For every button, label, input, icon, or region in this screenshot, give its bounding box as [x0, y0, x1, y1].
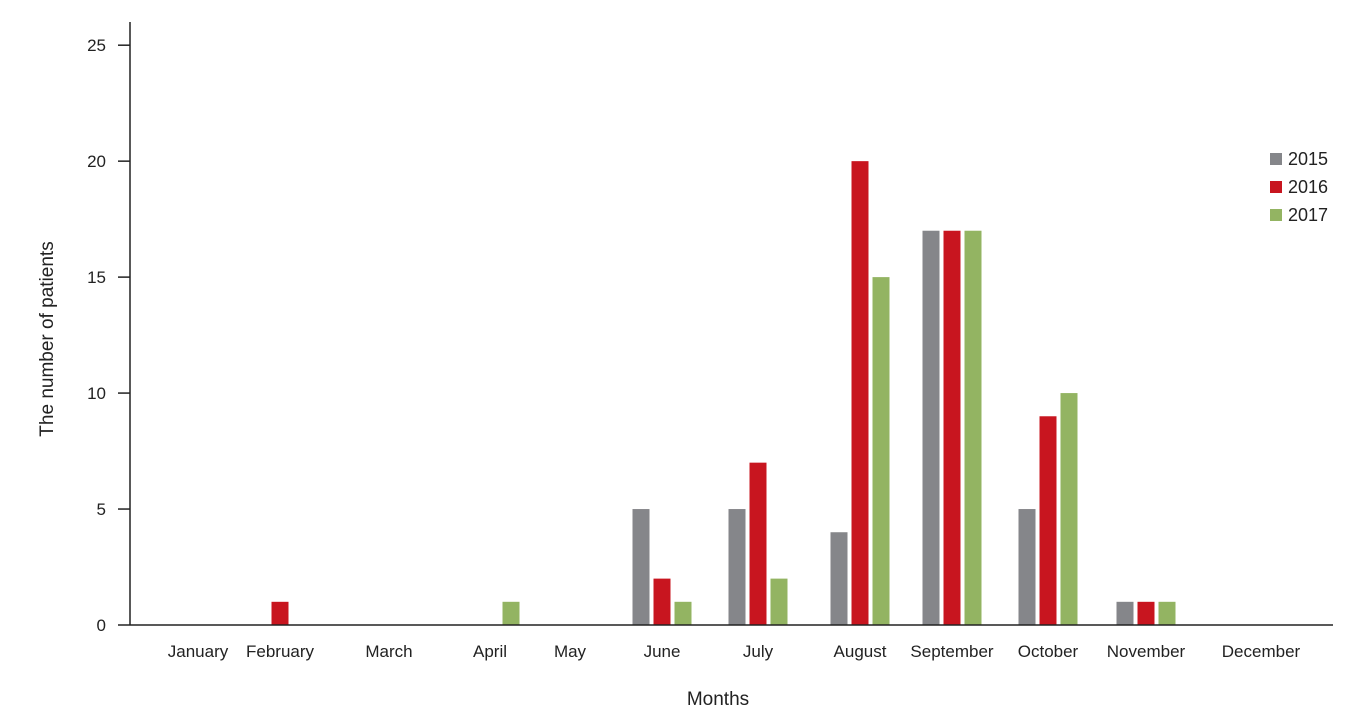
bar-2017-july: [770, 578, 788, 625]
bar-2016-august: [851, 161, 869, 625]
bar-2015-august: [830, 532, 848, 625]
bar-2017-april: [502, 601, 520, 625]
bar-2016-july: [749, 462, 767, 625]
bar-2017-october: [1060, 393, 1078, 625]
legend-label-2016: 2016: [1288, 177, 1328, 197]
x-tick-label-july: July: [743, 642, 774, 661]
bar-2016-september: [943, 230, 961, 625]
y-tick-label: 0: [97, 616, 106, 635]
x-tick-label-june: June: [644, 642, 681, 661]
bar-2016-february: [271, 601, 289, 625]
x-tick-label-december: December: [1222, 642, 1301, 661]
bar-2015-october: [1018, 509, 1036, 625]
y-tick-label: 5: [97, 500, 106, 519]
bar-2015-september: [922, 230, 940, 625]
x-tick-label-january: January: [168, 642, 229, 661]
bar-2016-june: [653, 578, 671, 625]
y-tick-label: 20: [87, 152, 106, 171]
y-ticks-group: 0 5 10 15 20 25: [87, 36, 130, 635]
y-tick-label: 25: [87, 36, 106, 55]
x-tick-label-october: October: [1018, 642, 1079, 661]
bar-2017-november: [1158, 601, 1176, 625]
bar-2017-june: [674, 601, 692, 625]
legend: 2015 2016 2017: [1270, 149, 1328, 225]
x-tick-label-august: August: [834, 642, 887, 661]
x-tick-label-march: March: [365, 642, 412, 661]
axes-group: [129, 22, 1333, 626]
bar-2017-august: [872, 277, 890, 625]
bar-2016-november: [1137, 601, 1155, 625]
x-tick-label-april: April: [473, 642, 507, 661]
y-tick-label: 10: [87, 384, 106, 403]
bar-2015-november: [1116, 601, 1134, 625]
legend-swatch-2016: [1270, 181, 1282, 193]
legend-label-2015: 2015: [1288, 149, 1328, 169]
bar-2017-september: [964, 230, 982, 625]
bar-2015-june: [632, 509, 650, 625]
y-axis-title: The number of patients: [37, 241, 58, 436]
bars-group: [271, 161, 1176, 625]
x-axis-title: Months: [687, 689, 749, 710]
x-tick-label-may: May: [554, 642, 587, 661]
x-tick-label-november: November: [1107, 642, 1186, 661]
legend-swatch-2017: [1270, 209, 1282, 221]
x-ticks-group: January February March April May June July Augu…: [168, 642, 1301, 661]
x-tick-label-february: February: [246, 642, 315, 661]
y-tick-label: 15: [87, 268, 106, 287]
bar-2015-july: [728, 509, 746, 625]
legend-swatch-2015: [1270, 153, 1282, 165]
x-tick-label-september: September: [910, 642, 993, 661]
bar-2016-october: [1039, 416, 1057, 625]
legend-label-2017: 2017: [1288, 205, 1328, 225]
